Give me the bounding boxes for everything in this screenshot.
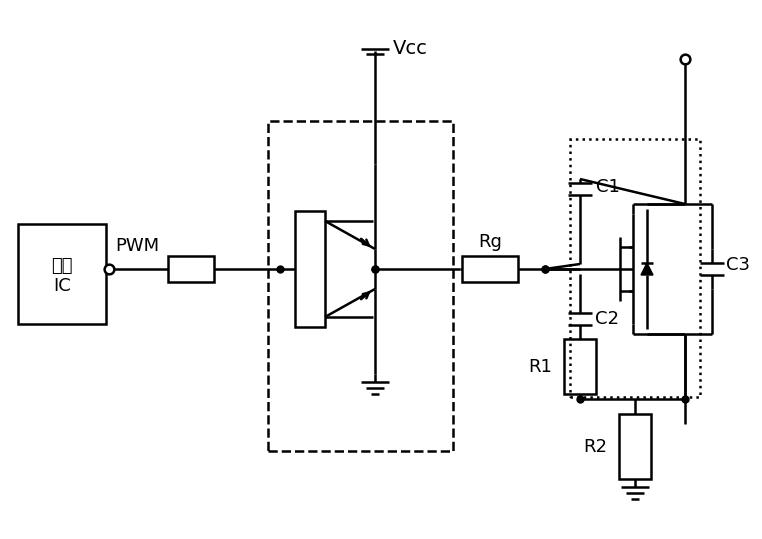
Bar xyxy=(268,121,453,451)
Text: R2: R2 xyxy=(583,438,607,455)
Bar xyxy=(619,414,651,479)
Bar xyxy=(564,339,596,394)
Text: C2: C2 xyxy=(595,310,619,328)
Bar xyxy=(18,224,106,324)
Text: C3: C3 xyxy=(726,256,750,274)
Polygon shape xyxy=(641,263,653,275)
Bar xyxy=(168,256,214,282)
Bar xyxy=(295,211,325,327)
Text: 电源: 电源 xyxy=(51,257,72,275)
Bar xyxy=(570,139,700,397)
Text: R1: R1 xyxy=(528,357,552,376)
Text: Vcc: Vcc xyxy=(393,39,428,59)
Text: C1: C1 xyxy=(596,178,620,196)
Text: PWM: PWM xyxy=(115,237,159,255)
Bar xyxy=(462,256,518,282)
Text: Rg: Rg xyxy=(478,233,502,251)
Text: IC: IC xyxy=(53,277,71,295)
